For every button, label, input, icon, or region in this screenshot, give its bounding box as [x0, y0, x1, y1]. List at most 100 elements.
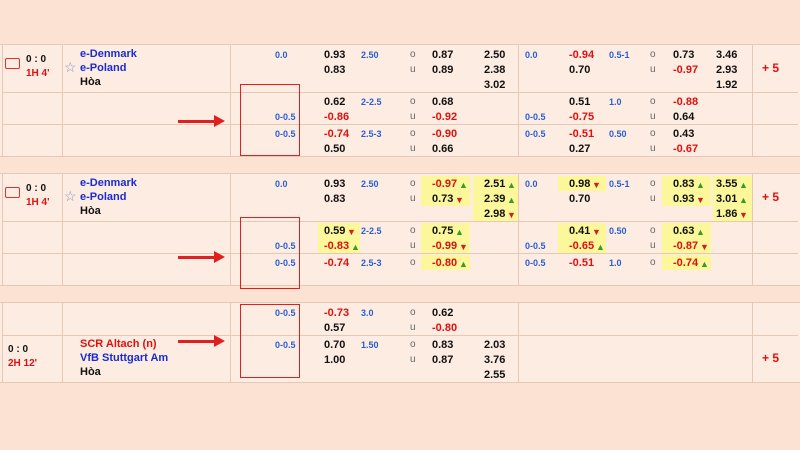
away-team[interactable]: e-Poland: [80, 191, 127, 203]
odds-value[interactable]: 0.59: [324, 225, 346, 237]
odds-value[interactable]: 0.66: [432, 143, 454, 155]
match-block: 0-0.5 -0.73 3.0 o 0.62 0.57 u -0.80 0-0.5 0.70 1.5…: [0, 302, 800, 383]
odds-value[interactable]: -0.94: [569, 49, 595, 61]
odds-value[interactable]: 0.43: [673, 128, 695, 140]
odds-value[interactable]: 1.00: [324, 354, 346, 366]
odds-value[interactable]: 0.50: [324, 143, 346, 155]
odds-value[interactable]: 2.51: [484, 178, 506, 190]
column-divider: [230, 303, 231, 382]
odds-value[interactable]: 3.55: [716, 178, 738, 190]
odds-value[interactable]: -0.83: [324, 240, 350, 252]
odds-value[interactable]: 0.83: [432, 339, 454, 351]
home-team[interactable]: SCR Altach (n): [80, 338, 157, 350]
favorite-star[interactable]: ☆: [64, 188, 77, 204]
odds-value[interactable]: 0.87: [432, 49, 454, 61]
odds-value[interactable]: 0.93: [673, 193, 695, 205]
odds-value[interactable]: 3.02: [484, 79, 506, 91]
odds-value[interactable]: 0.73: [673, 49, 695, 61]
odds-value[interactable]: 1.86: [716, 208, 738, 220]
odds-value[interactable]: -0.90: [432, 128, 458, 140]
more-bets[interactable]: + 5: [762, 61, 780, 75]
odds-value[interactable]: 0.73: [432, 193, 454, 205]
odds-value[interactable]: 3.46: [716, 49, 738, 61]
score: 0 : 0: [8, 344, 29, 355]
handicap-line: 1.0: [609, 97, 622, 107]
odds-value[interactable]: 2.38: [484, 64, 506, 76]
odds-value[interactable]: -0.51: [569, 257, 595, 269]
odds-value[interactable]: 0.63: [673, 225, 695, 237]
odds-value[interactable]: 0.70: [569, 64, 591, 76]
more-bets[interactable]: + 5: [762, 351, 780, 365]
odds-value[interactable]: 3.76: [484, 354, 506, 366]
odds-value[interactable]: 0.68: [432, 96, 454, 108]
over-under-label: o: [650, 178, 656, 189]
home-team[interactable]: e-Denmark: [80, 177, 137, 189]
handicap-line: 2.50: [361, 179, 379, 189]
odds-value[interactable]: 0.41: [569, 225, 591, 237]
handicap-line: 2.5-3: [361, 258, 382, 268]
odds-value[interactable]: -0.74: [324, 128, 350, 140]
odds-value[interactable]: -0.87: [673, 240, 699, 252]
handicap-line: 1.50: [361, 340, 379, 350]
match-time: 1H 4': [26, 197, 50, 208]
odds-value[interactable]: -0.99: [432, 240, 458, 252]
odds-value[interactable]: 0.93: [324, 178, 346, 190]
odds-value[interactable]: 0.62: [324, 96, 346, 108]
odds-value[interactable]: 0.93: [324, 49, 346, 61]
over-under-label: u: [650, 193, 656, 204]
more-bets[interactable]: + 5: [762, 190, 780, 204]
trend-arrow: ▼: [592, 227, 601, 237]
odds-value[interactable]: -0.75: [569, 111, 595, 123]
odds-value[interactable]: 2.93: [716, 64, 738, 76]
odds-value[interactable]: -0.88: [673, 96, 699, 108]
odds-value[interactable]: 2.03: [484, 339, 506, 351]
trend-arrow: ▼: [455, 195, 464, 205]
highlight: [421, 223, 470, 238]
highlight: [473, 176, 518, 191]
odds-value[interactable]: -0.51: [569, 128, 595, 140]
odds-value[interactable]: -0.80: [432, 322, 458, 334]
favorite-star[interactable]: ☆: [64, 59, 77, 75]
odds-value[interactable]: 0.27: [569, 143, 591, 155]
odds-value[interactable]: 0.83: [324, 64, 346, 76]
odds-value[interactable]: 2.98: [484, 208, 506, 220]
odds-value[interactable]: 0.64: [673, 111, 695, 123]
odds-value[interactable]: 2.39: [484, 193, 506, 205]
odds-value[interactable]: -0.74: [324, 257, 350, 269]
trend-arrow: ▲: [696, 227, 705, 237]
odds-value[interactable]: 2.55: [484, 369, 506, 381]
home-team[interactable]: e-Denmark: [80, 48, 137, 60]
odds-value[interactable]: -0.65: [569, 240, 595, 252]
odds-value[interactable]: 0.83: [324, 193, 346, 205]
odds-value[interactable]: 0.57: [324, 322, 346, 334]
odds-value[interactable]: -0.73: [324, 307, 350, 319]
odds-value[interactable]: 0.62: [432, 307, 454, 319]
odds-value[interactable]: 0.75: [432, 225, 454, 237]
odds-value[interactable]: -0.80: [432, 257, 458, 269]
odds-value[interactable]: 0.70: [569, 193, 591, 205]
odds-value[interactable]: 0.89: [432, 64, 454, 76]
odds-value[interactable]: 3.01: [716, 193, 738, 205]
away-team[interactable]: VfB Stuttgart Am: [80, 352, 169, 364]
trend-arrow: ▼: [507, 210, 516, 220]
handicap-line: 0.0: [525, 50, 538, 60]
annotation-box: [240, 84, 300, 156]
odds-value[interactable]: 0.87: [432, 354, 454, 366]
odds-value[interactable]: 2.50: [484, 49, 506, 61]
odds-value[interactable]: -0.74: [673, 257, 699, 269]
trend-arrow: ▲: [459, 180, 468, 190]
odds-value[interactable]: -0.67: [673, 143, 699, 155]
handicap-line: 0.5-1: [609, 50, 630, 60]
trend-arrow: ▲: [455, 227, 464, 237]
odds-value[interactable]: 0.98: [569, 178, 591, 190]
odds-value[interactable]: -0.97: [673, 64, 699, 76]
odds-value[interactable]: 0.70: [324, 339, 346, 351]
away-team[interactable]: e-Poland: [80, 62, 127, 74]
odds-value[interactable]: 0.83: [673, 178, 695, 190]
odds-value[interactable]: -0.86: [324, 111, 350, 123]
annotation-arrow-head: [214, 251, 225, 263]
odds-value[interactable]: -0.97: [432, 178, 458, 190]
odds-value[interactable]: 1.92: [716, 79, 738, 91]
odds-value[interactable]: 0.51: [569, 96, 591, 108]
odds-value[interactable]: -0.92: [432, 111, 458, 123]
